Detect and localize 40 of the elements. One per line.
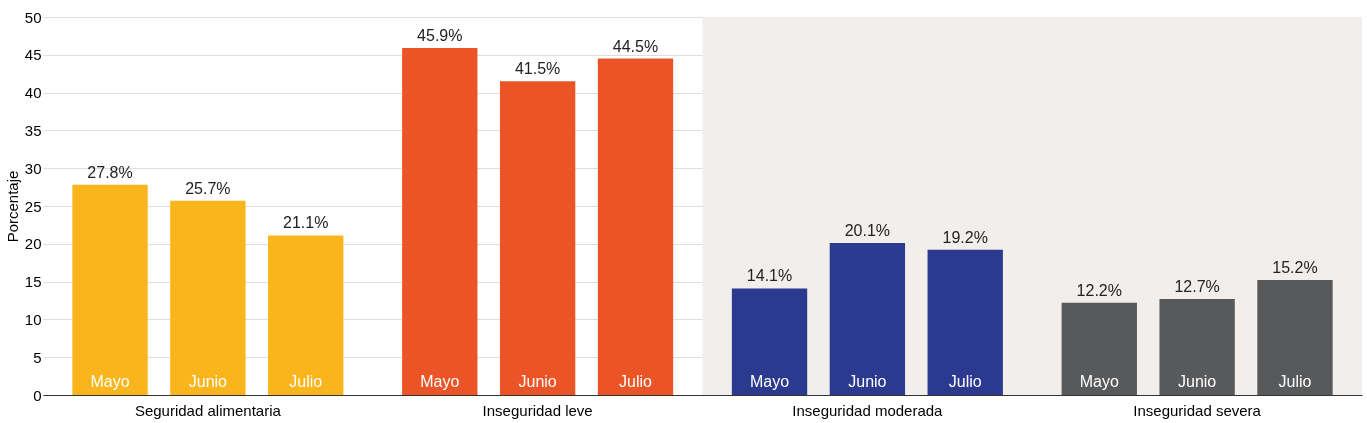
- text: Julio: [1278, 373, 1312, 390]
- series-label: Junio: [188, 373, 228, 390]
- x-tick-label: Inseguridad severa: [1133, 401, 1262, 419]
- y-tick-label: 5: [33, 348, 42, 366]
- text: Mayo: [420, 373, 460, 390]
- data-label: 12.7%: [1174, 277, 1220, 295]
- data-label: 41.5%: [514, 60, 561, 78]
- y-tick-label: 50: [24, 8, 42, 26]
- data-label: 45.9%: [417, 27, 463, 44]
- data-label: 21.1%: [283, 214, 329, 232]
- x-tick-label: Seguridad alimentaria: [134, 401, 282, 419]
- y-tick-label: 10: [24, 310, 42, 328]
- data-label: 14.1%: [746, 267, 793, 285]
- data-label: 27.8%: [87, 163, 133, 181]
- x-tick-label: Inseguridad moderada: [792, 401, 944, 419]
- y-tick-label: 35: [24, 121, 42, 139]
- y-tick-label: 15: [24, 273, 42, 291]
- text: Junio: [518, 373, 557, 390]
- data-label: 19.2%: [942, 228, 988, 246]
- text: Mayo: [1079, 373, 1119, 390]
- data-label: 15.2%: [1272, 259, 1318, 277]
- y-tick-label: 20: [24, 235, 42, 253]
- x-tick-label: Inseguridad leve: [482, 401, 593, 419]
- y-axis-title: Porcentaje: [3, 170, 21, 243]
- y-tick-label: 25: [24, 197, 42, 215]
- series-label: Julio: [289, 373, 323, 390]
- data-label: 25.7%: [185, 179, 231, 197]
- series-label: Mayo: [90, 373, 130, 390]
- data-label: 44.5%: [612, 37, 659, 55]
- y-tick-label: 40: [24, 84, 42, 102]
- text: Julio: [948, 373, 982, 390]
- text: Junio: [1178, 373, 1217, 390]
- data-label: 12.2%: [1076, 281, 1122, 299]
- text: Mayo: [749, 373, 790, 390]
- text: Junio: [848, 373, 887, 390]
- data-label: 20.1%: [844, 222, 891, 240]
- y-tick-label: 30: [24, 159, 42, 177]
- y-tick-label: 0: [33, 386, 42, 404]
- y-tick-label: 45: [24, 46, 42, 64]
- text: Julio: [619, 373, 652, 390]
